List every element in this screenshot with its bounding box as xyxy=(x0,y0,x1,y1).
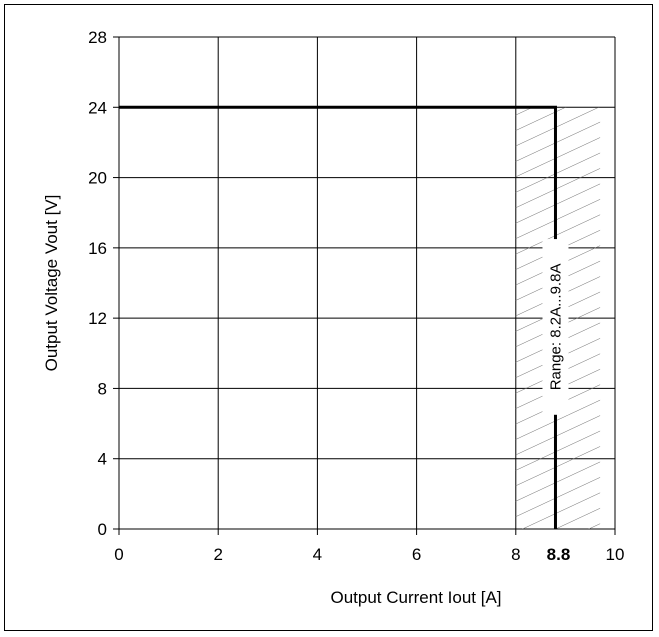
x-tick-label: 0 xyxy=(114,545,123,564)
y-tick-label: 8 xyxy=(98,379,107,398)
range-annotation: Range: 8.2A...9.8A xyxy=(547,264,564,391)
annotation-layer: Range: 8.2A...9.8A xyxy=(542,239,569,415)
y-tick-label: 12 xyxy=(88,309,107,328)
y-axis-label: Output Voltage Vout [V] xyxy=(42,195,61,372)
y-tick-label: 28 xyxy=(88,28,107,47)
y-tick-label: 0 xyxy=(98,520,107,539)
x-axis-label: Output Current Iout [A] xyxy=(330,588,501,607)
x-tick-label: 2 xyxy=(213,545,222,564)
y-tick-label: 4 xyxy=(98,450,107,469)
y-tick-label: 24 xyxy=(88,98,107,117)
x-tick-label: 10 xyxy=(606,545,625,564)
x-tick-label: 8 xyxy=(511,545,520,564)
x-tick-label: 6 xyxy=(412,545,421,564)
x-tick-label: 8.8 xyxy=(547,545,571,564)
annotation-background xyxy=(542,239,569,415)
x-tick-label: 4 xyxy=(313,545,322,564)
y-tick-label: 16 xyxy=(88,239,107,258)
y-tick-label: 20 xyxy=(88,169,107,188)
